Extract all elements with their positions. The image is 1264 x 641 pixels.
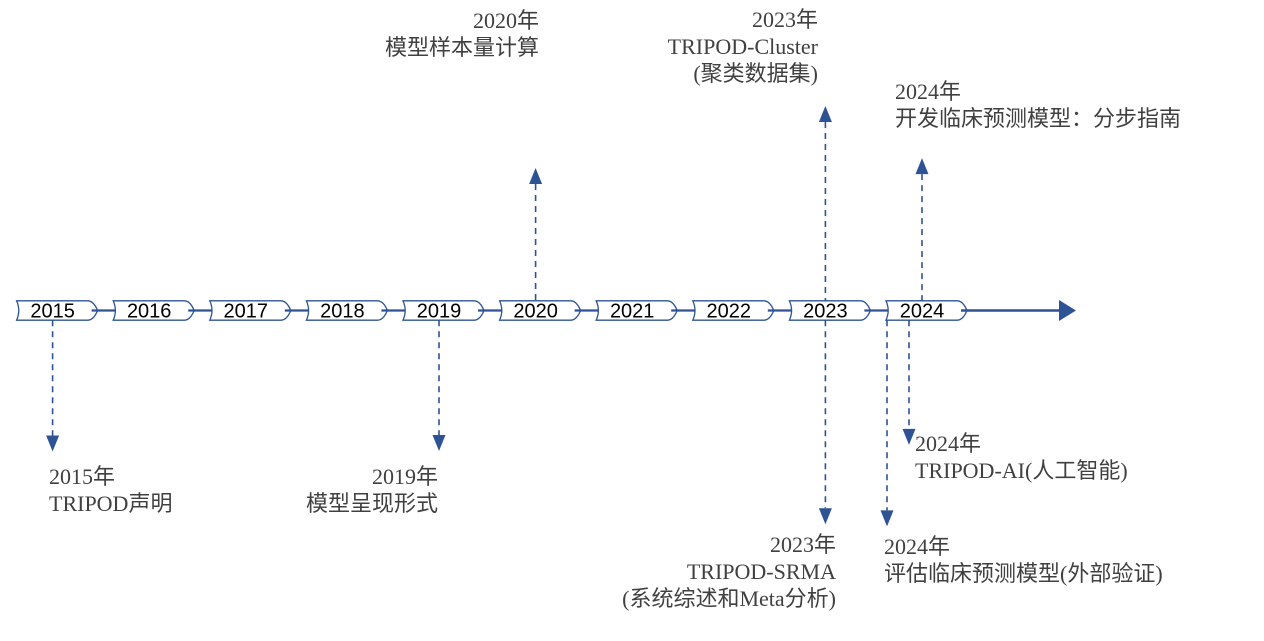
svg-text:2021: 2021 [610,301,655,323]
svg-text:2018: 2018 [320,301,365,323]
svg-text:2016: 2016 [127,301,172,323]
svg-text:2022: 2022 [707,301,752,323]
svg-text:2024: 2024 [900,301,945,323]
svg-text:2023: 2023 [803,301,848,323]
svg-text:2017: 2017 [224,301,269,323]
svg-text:2020: 2020 [513,301,558,323]
svg-text:2019: 2019 [417,301,462,323]
svg-text:2015: 2015 [30,301,75,323]
